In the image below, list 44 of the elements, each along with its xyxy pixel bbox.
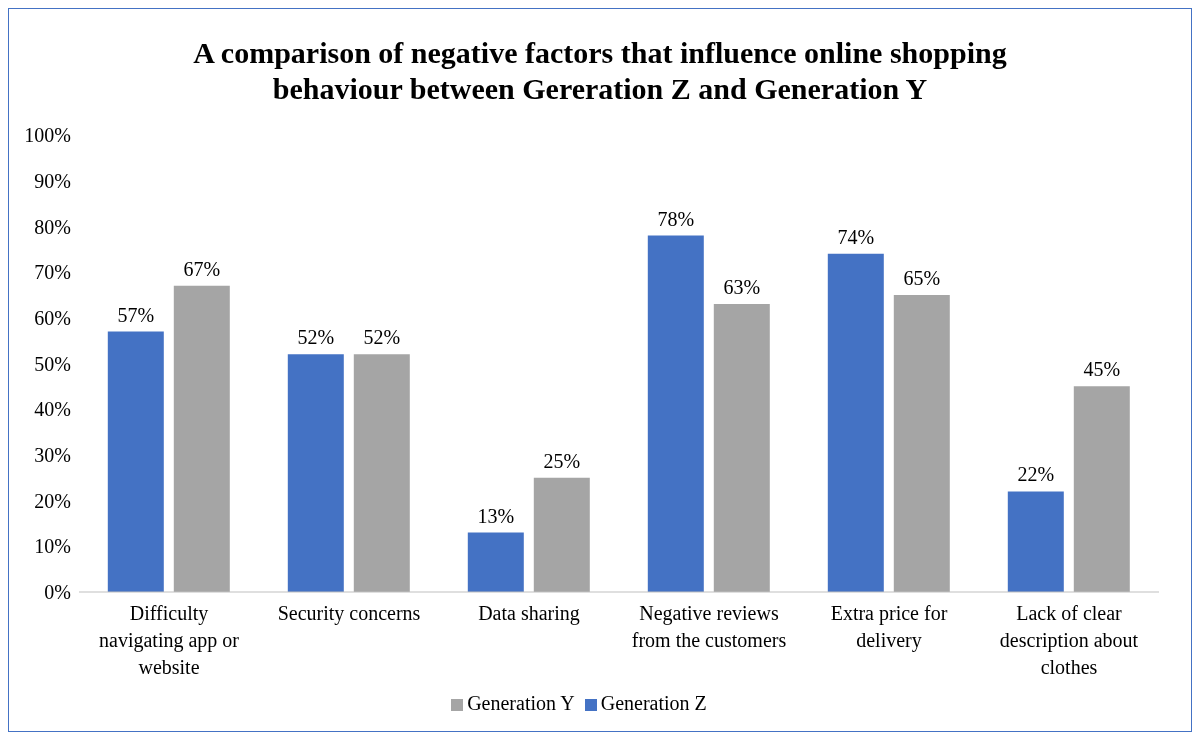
bar [107,331,164,592]
data-label: 52% [297,326,335,349]
bar [647,235,704,592]
x-tick-label: Extra price for delivery [830,602,948,652]
x-tick-label: Difficulty navigating app or website [99,602,240,678]
data-label: 78% [657,207,695,230]
data-label: 65% [903,266,941,289]
y-tick-label: 60% [34,306,71,329]
data-label: 52% [363,326,401,349]
bar [353,354,410,592]
bar [713,304,770,592]
y-tick-label: 40% [34,398,71,421]
y-tick-label: 90% [34,169,71,192]
x-tick-label: Security concerns [277,602,421,625]
data-label: 45% [1083,358,1121,381]
data-label: 67% [183,257,221,280]
bar [1007,491,1064,592]
legend-label: Generation Y [467,692,575,714]
y-tick-label: 80% [34,215,71,238]
data-label: 74% [837,225,875,248]
y-tick-label: 20% [34,489,71,512]
data-label: 13% [477,504,515,527]
chart-title: A comparison of negative factors that influence online shopping behaviour between Gereration Z and Generation Y [192,35,1008,107]
bar [287,354,344,592]
bar [827,253,884,592]
data-label: 25% [543,449,581,472]
data-label: 57% [117,303,155,326]
data-label: 22% [1017,463,1055,486]
bar [1073,386,1130,592]
bar [893,294,950,592]
bar [467,532,524,592]
bar [173,285,230,592]
y-tick-label: 10% [34,535,71,558]
y-tick-label: 30% [34,444,71,466]
bar [533,477,590,592]
legend-label: Generation Z [600,692,707,714]
x-tick-label: Negative reviews from the customers [631,602,787,651]
x-tick-label: Data sharing [478,602,580,625]
data-label: 63% [723,276,761,299]
y-tick-label: 70% [34,261,71,284]
y-tick-label: 100% [24,124,71,147]
y-tick-label: 0% [44,581,71,604]
y-tick-label: 50% [34,352,71,375]
x-tick-label: Lack of clear description about clothes [999,602,1139,678]
